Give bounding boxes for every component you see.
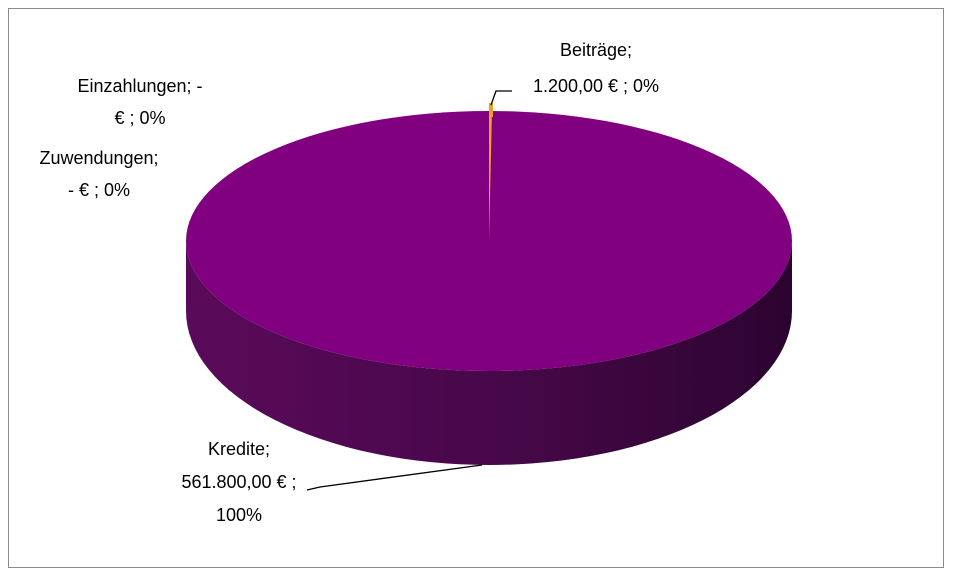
label-kredite-line3: 100% [216,505,262,525]
label-zuwendungen-line2: - € ; 0% [68,180,130,200]
leader-line-kredite [306,464,483,491]
label-kredite-line2: 561.800,00 € ; [181,472,296,492]
leader-line-beitraege [490,90,512,106]
pie-slice-beitraege-side [489,103,493,117]
label-einzahlungen-line1: Einzahlungen; - [77,76,202,96]
pie-side-wall [186,241,792,465]
label-beitraege-line2: 1.200,00 € ; 0% [533,76,659,96]
pie-slice-beitraege [489,111,492,241]
label-einzahlungen-line2: € ; 0% [114,108,165,128]
label-kredite-line1: Kredite; [208,439,270,459]
label-zuwendungen-line1: Zuwendungen; [39,148,158,168]
label-beitraege-line1: Beiträge; [560,40,632,60]
